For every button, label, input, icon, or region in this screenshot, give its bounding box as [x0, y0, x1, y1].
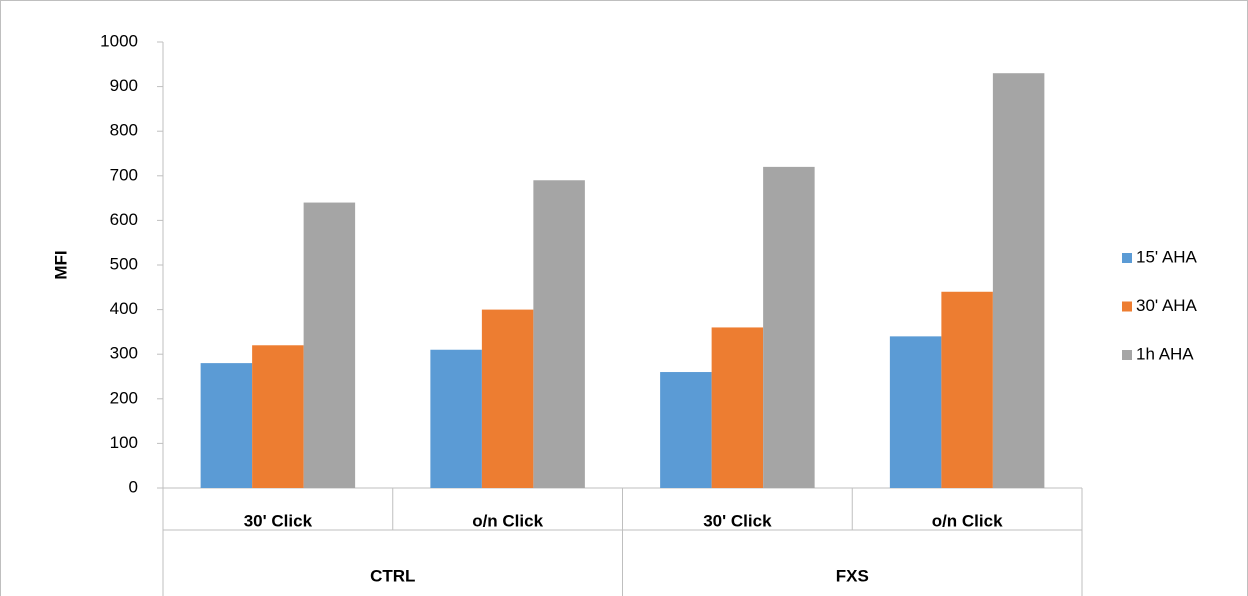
y-tick-label: 900: [110, 76, 138, 95]
group-label: FXS: [836, 566, 869, 585]
y-tick-label: 1000: [100, 31, 138, 50]
legend-label: 1h AHA: [1136, 344, 1194, 363]
bar: [763, 166, 815, 488]
bar: [430, 349, 482, 488]
bar: [533, 180, 585, 488]
y-tick-label: 600: [110, 210, 138, 229]
y-tick-label: 800: [110, 121, 138, 140]
y-tick-label: 700: [110, 165, 138, 184]
x-tick-label: 30' Click: [244, 511, 313, 530]
y-tick-label: 400: [110, 299, 138, 318]
bar: [992, 73, 1045, 488]
y-tick-label: 0: [129, 477, 138, 496]
y-tick-label: 200: [110, 388, 138, 407]
x-tick-label: o/n Click: [472, 511, 543, 530]
bar: [252, 345, 304, 488]
y-tick-label: 300: [110, 344, 138, 363]
y-tick-label: 500: [110, 254, 138, 273]
legend-swatch: [1122, 253, 1132, 263]
bar: [660, 372, 712, 488]
legend-swatch: [1122, 301, 1132, 312]
y-tick-label: 100: [110, 433, 138, 452]
group-label: CTRL: [370, 566, 415, 585]
bar: [481, 309, 534, 488]
y-axis-label: MFI: [51, 250, 70, 279]
bar: [711, 327, 764, 488]
x-tick-label: 30' Click: [703, 511, 772, 530]
legend-label: 30' AHA: [1136, 296, 1198, 315]
bar: [303, 202, 356, 488]
legend-label: 15' AHA: [1136, 247, 1198, 266]
legend-swatch: [1122, 350, 1132, 360]
x-tick-label: o/n Click: [932, 511, 1003, 530]
bar: [200, 363, 253, 488]
bar: [941, 291, 993, 488]
bar: [889, 336, 942, 488]
